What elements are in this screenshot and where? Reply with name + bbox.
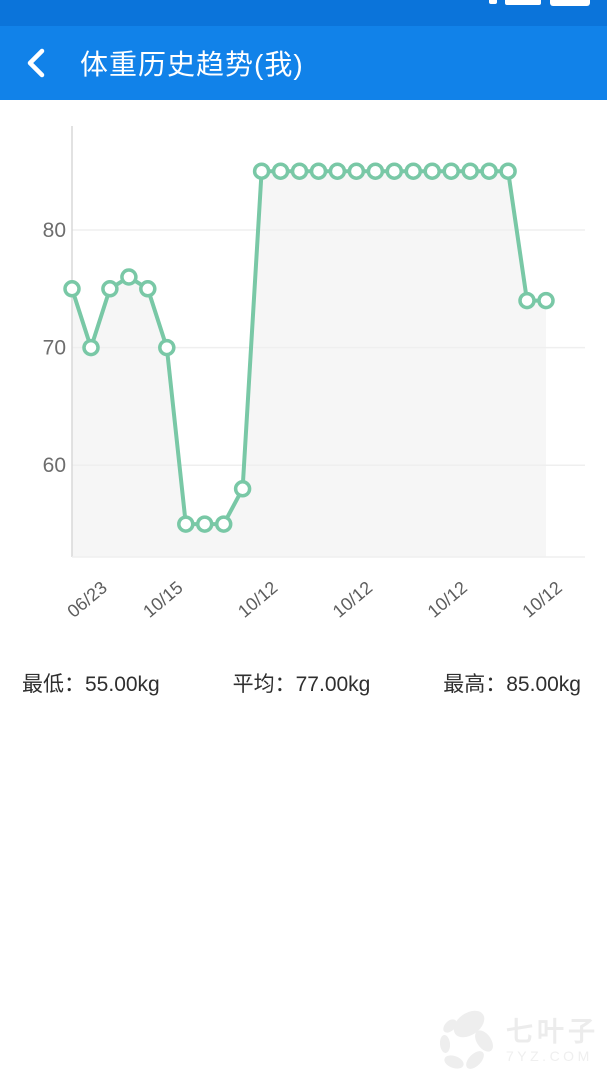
stat-avg: 平均：77.00kg — [233, 668, 371, 698]
status-bar — [0, 0, 607, 26]
weight-trend-chart[interactable]: 80 70 60 06/23 10/15 10/12 10/12 10/12 10/12 — [0, 100, 607, 660]
stat-min-label: 最低： — [22, 673, 85, 696]
data-point[interactable] — [158, 338, 176, 357]
data-point[interactable] — [385, 162, 404, 180]
data-point[interactable] — [366, 162, 385, 180]
data-point[interactable] — [63, 280, 81, 298]
data-point[interactable] — [461, 162, 479, 180]
x-tick-label: 06/23 — [63, 577, 110, 621]
nav-bar: 体重历史趋势(我) — [0, 26, 607, 100]
watermark: 七叶子 7YZ.COM — [438, 1010, 599, 1072]
data-point[interactable] — [499, 162, 517, 180]
data-point[interactable] — [233, 480, 252, 498]
watermark-name: 七叶子 — [506, 1016, 599, 1047]
stat-avg-label: 平均： — [232, 673, 296, 696]
data-point[interactable] — [309, 162, 328, 180]
data-point[interactable] — [290, 162, 309, 180]
watermark-domain: 7YZ.COM — [506, 1048, 593, 1065]
data-point[interactable] — [347, 162, 366, 180]
chevron-left-icon — [24, 47, 48, 79]
stat-min: 最低：55.00kg — [22, 668, 160, 698]
data-point[interactable] — [480, 162, 498, 180]
data-point[interactable] — [442, 162, 460, 180]
stat-min-value: 55.00kg — [85, 673, 160, 696]
data-point[interactable] — [82, 338, 100, 357]
stats-row: 最低：55.00kg 平均：77.00kg 最高：85.00kg — [0, 660, 607, 698]
data-point[interactable] — [120, 268, 138, 286]
data-point[interactable] — [101, 280, 119, 298]
data-point[interactable] — [328, 162, 347, 180]
back-button[interactable] — [20, 43, 52, 83]
stat-max: 最高：85.00kg — [443, 668, 581, 698]
y-tick-label: 80 — [43, 219, 66, 242]
stat-avg-value: 77.00kg — [295, 673, 371, 696]
data-point[interactable] — [139, 280, 157, 298]
data-point[interactable] — [195, 515, 214, 533]
page-title: 体重历史趋势(我) — [80, 49, 304, 80]
battery-icon — [550, 0, 590, 6]
chart-container: 80 70 60 06/23 10/15 10/12 10/12 10/12 10/12 — [0, 100, 607, 660]
y-tick-label: 60 — [43, 454, 66, 477]
stat-max-value: 85.00kg — [506, 673, 581, 696]
data-point[interactable] — [423, 162, 441, 180]
data-point[interactable] — [518, 291, 536, 310]
x-tick-label: 10/12 — [518, 577, 565, 621]
x-tick-label: 10/15 — [139, 577, 186, 621]
area-fill — [72, 171, 546, 557]
data-point[interactable] — [537, 291, 555, 310]
data-point[interactable] — [271, 162, 290, 180]
notification-dot-icon — [489, 0, 497, 4]
x-tick-label: 10/12 — [329, 577, 376, 621]
data-point[interactable] — [214, 515, 233, 533]
x-tick-label: 10/12 — [424, 577, 471, 621]
x-tick-label: 10/12 — [234, 577, 281, 621]
data-point[interactable] — [404, 162, 423, 180]
stat-max-label: 最高： — [443, 673, 507, 696]
data-point[interactable] — [177, 515, 195, 533]
data-point[interactable] — [252, 162, 271, 180]
leaf-logo-icon — [438, 1010, 496, 1072]
watermark-texts: 七叶子 7YZ.COM — [506, 1018, 599, 1064]
signal-icon — [505, 0, 541, 5]
y-tick-label: 70 — [43, 337, 66, 360]
